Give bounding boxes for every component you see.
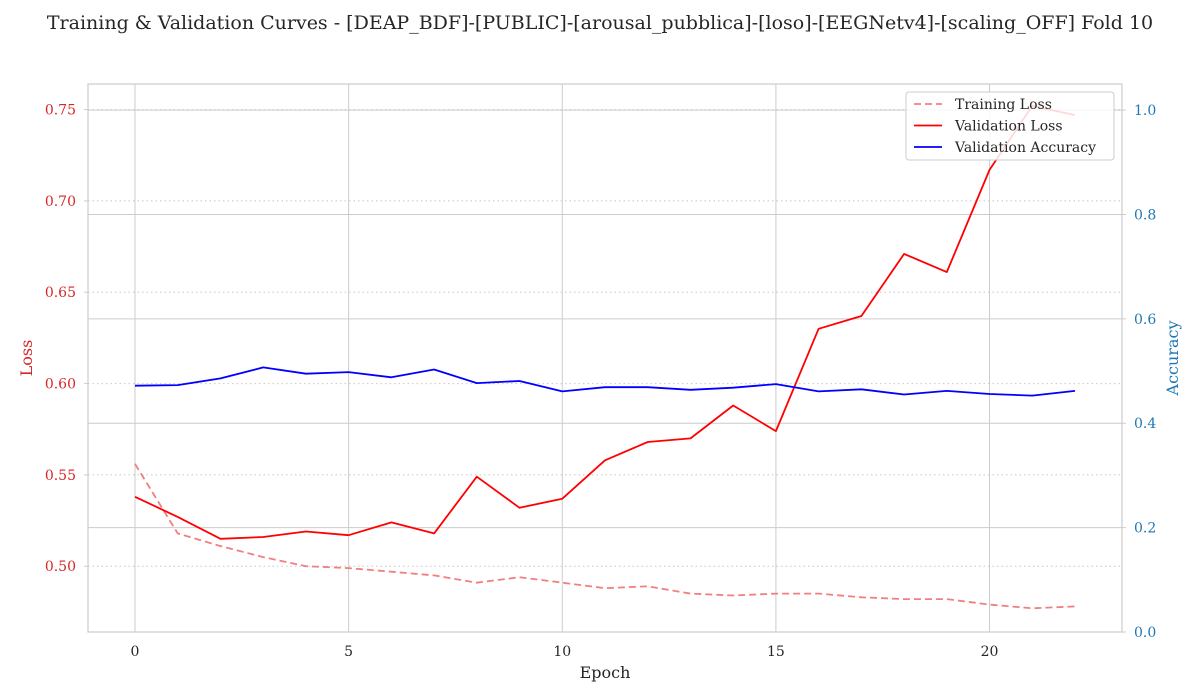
y-tick-label-left: 0.60 xyxy=(45,377,76,393)
y-tick-label-right: 0.6 xyxy=(1134,312,1156,328)
series-line-validation-accuracy xyxy=(134,366,1076,397)
y-tick-label-left: 0.55 xyxy=(45,468,76,484)
x-tick-label: 15 xyxy=(767,644,785,660)
y-tick-label-left: 0.50 xyxy=(45,559,76,575)
legend-label: Validation Loss xyxy=(954,119,1063,135)
x-tick-label: 10 xyxy=(553,644,571,660)
legend-label: Training Loss xyxy=(955,97,1052,113)
y-tick-label-right: 0.2 xyxy=(1134,521,1156,537)
y-tick-label-right: 0.0 xyxy=(1134,625,1156,641)
x-tick-label: 5 xyxy=(344,644,353,660)
y-tick-label-left: 0.75 xyxy=(45,103,76,119)
y-tick-label-left: 0.70 xyxy=(45,194,76,210)
grid xyxy=(84,84,1126,633)
legend-box xyxy=(905,91,1115,161)
series-lines xyxy=(134,105,1076,610)
y-tick-label-right: 0.4 xyxy=(1134,416,1156,432)
series-line-validation-loss xyxy=(134,105,1076,540)
x-tick-label: 0 xyxy=(131,644,140,660)
x-axis-label: Epoch xyxy=(580,663,631,682)
y-tick-label-right: 0.8 xyxy=(1134,207,1156,223)
series-line-training-loss xyxy=(134,463,1076,610)
y-axis-label-right: Accuracy xyxy=(1163,321,1182,397)
tick-labels: 0 5 10 15 20 0.50 0.55 0.60 0.65 0.70 0.75 0.0 0.2 0.… xyxy=(45,103,1157,660)
x-tick-label: 20 xyxy=(981,644,999,660)
plot-frame xyxy=(87,83,1123,633)
chart-title: Training & Validation Curves - [DEAP_BDF… xyxy=(47,12,1153,34)
y-tick-label-right: 1.0 xyxy=(1134,103,1156,119)
y-tick-label-left: 0.65 xyxy=(45,285,76,301)
legend-label: Validation Accuracy xyxy=(954,140,1096,156)
y-axis-label-left: Loss xyxy=(17,340,36,377)
legend: Training Loss Validation Loss Validation A… xyxy=(905,91,1115,161)
